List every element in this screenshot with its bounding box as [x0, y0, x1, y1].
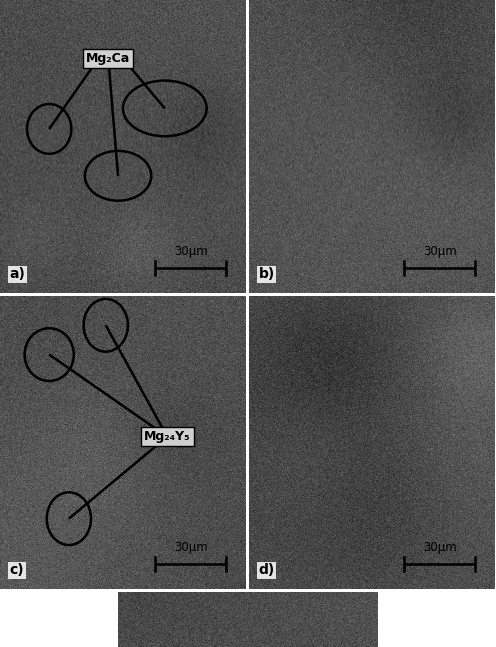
Text: 30μm: 30μm [174, 541, 207, 554]
Text: 30μm: 30μm [423, 245, 456, 258]
Text: 30μm: 30μm [423, 541, 456, 554]
Text: Mg₂Ca: Mg₂Ca [86, 52, 130, 65]
Text: 30μm: 30μm [174, 245, 207, 258]
Text: d): d) [259, 564, 275, 577]
Text: b): b) [259, 267, 275, 281]
Text: Mg₂₄Y₅: Mg₂₄Y₅ [144, 430, 190, 443]
Text: a): a) [10, 267, 26, 281]
Text: c): c) [10, 564, 24, 577]
